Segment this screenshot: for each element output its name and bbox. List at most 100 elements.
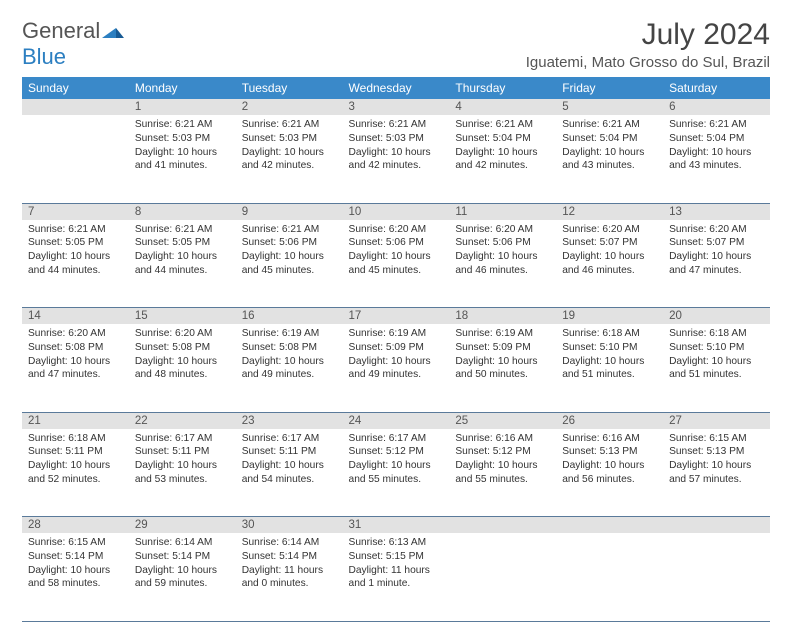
day-number (22, 99, 129, 115)
day-cell: Sunrise: 6:21 AMSunset: 5:04 PMDaylight:… (449, 115, 556, 203)
day-details (663, 533, 770, 542)
logo-text-blue: Blue (22, 44, 66, 69)
day-cell (663, 533, 770, 621)
calendar-page: GeneralBlue July 2024 Iguatemi, Mato Gro… (0, 0, 792, 640)
day-details: Sunrise: 6:21 AMSunset: 5:04 PMDaylight:… (556, 115, 663, 179)
day-cell (449, 533, 556, 621)
weekday-header: Thursday (449, 77, 556, 99)
calendar-body: 123456Sunrise: 6:21 AMSunset: 5:03 PMDay… (22, 99, 770, 621)
location-text: Iguatemi, Mato Grosso do Sul, Brazil (526, 54, 770, 71)
day-number: 23 (236, 412, 343, 429)
day-cell: Sunrise: 6:15 AMSunset: 5:13 PMDaylight:… (663, 429, 770, 517)
day-number: 27 (663, 412, 770, 429)
day-cell: Sunrise: 6:14 AMSunset: 5:14 PMDaylight:… (236, 533, 343, 621)
day-details: Sunrise: 6:16 AMSunset: 5:12 PMDaylight:… (449, 429, 556, 493)
day-number: 10 (343, 203, 450, 220)
day-cell: Sunrise: 6:20 AMSunset: 5:08 PMDaylight:… (129, 324, 236, 412)
day-details: Sunrise: 6:15 AMSunset: 5:13 PMDaylight:… (663, 429, 770, 493)
weekday-header: Sunday (22, 77, 129, 99)
day-details: Sunrise: 6:21 AMSunset: 5:03 PMDaylight:… (343, 115, 450, 179)
day-number-row: 123456 (22, 99, 770, 115)
day-details: Sunrise: 6:18 AMSunset: 5:10 PMDaylight:… (556, 324, 663, 388)
day-number-row: 28293031 (22, 517, 770, 534)
day-number: 13 (663, 203, 770, 220)
day-cell: Sunrise: 6:21 AMSunset: 5:06 PMDaylight:… (236, 220, 343, 308)
day-number: 18 (449, 308, 556, 325)
day-details: Sunrise: 6:21 AMSunset: 5:04 PMDaylight:… (449, 115, 556, 179)
day-cell: Sunrise: 6:20 AMSunset: 5:08 PMDaylight:… (22, 324, 129, 412)
day-number: 12 (556, 203, 663, 220)
day-details: Sunrise: 6:19 AMSunset: 5:09 PMDaylight:… (449, 324, 556, 388)
day-details: Sunrise: 6:18 AMSunset: 5:11 PMDaylight:… (22, 429, 129, 493)
day-cell: Sunrise: 6:17 AMSunset: 5:11 PMDaylight:… (236, 429, 343, 517)
day-cell: Sunrise: 6:18 AMSunset: 5:10 PMDaylight:… (663, 324, 770, 412)
day-cell: Sunrise: 6:17 AMSunset: 5:11 PMDaylight:… (129, 429, 236, 517)
day-details: Sunrise: 6:19 AMSunset: 5:08 PMDaylight:… (236, 324, 343, 388)
day-number: 17 (343, 308, 450, 325)
day-details: Sunrise: 6:21 AMSunset: 5:05 PMDaylight:… (129, 220, 236, 284)
day-details: Sunrise: 6:21 AMSunset: 5:05 PMDaylight:… (22, 220, 129, 284)
day-number-row: 78910111213 (22, 203, 770, 220)
weekday-header: Saturday (663, 77, 770, 99)
day-cell: Sunrise: 6:20 AMSunset: 5:06 PMDaylight:… (449, 220, 556, 308)
day-details (556, 533, 663, 542)
page-header: GeneralBlue July 2024 Iguatemi, Mato Gro… (22, 18, 770, 71)
day-number (663, 517, 770, 534)
day-details: Sunrise: 6:17 AMSunset: 5:11 PMDaylight:… (236, 429, 343, 493)
logo: GeneralBlue (22, 18, 124, 70)
logo-text-general: General (22, 18, 100, 43)
day-details: Sunrise: 6:20 AMSunset: 5:08 PMDaylight:… (22, 324, 129, 388)
day-details: Sunrise: 6:21 AMSunset: 5:03 PMDaylight:… (236, 115, 343, 179)
day-details: Sunrise: 6:14 AMSunset: 5:14 PMDaylight:… (236, 533, 343, 597)
day-number: 14 (22, 308, 129, 325)
day-number: 30 (236, 517, 343, 534)
week-row: Sunrise: 6:15 AMSunset: 5:14 PMDaylight:… (22, 533, 770, 621)
day-number: 11 (449, 203, 556, 220)
day-cell: Sunrise: 6:14 AMSunset: 5:14 PMDaylight:… (129, 533, 236, 621)
day-number: 1 (129, 99, 236, 115)
week-row: Sunrise: 6:21 AMSunset: 5:05 PMDaylight:… (22, 220, 770, 308)
day-number: 7 (22, 203, 129, 220)
calendar-head: Sunday Monday Tuesday Wednesday Thursday… (22, 77, 770, 99)
day-cell: Sunrise: 6:20 AMSunset: 5:07 PMDaylight:… (663, 220, 770, 308)
week-row: Sunrise: 6:20 AMSunset: 5:08 PMDaylight:… (22, 324, 770, 412)
day-cell: Sunrise: 6:21 AMSunset: 5:04 PMDaylight:… (663, 115, 770, 203)
day-cell: Sunrise: 6:21 AMSunset: 5:05 PMDaylight:… (129, 220, 236, 308)
day-cell: Sunrise: 6:18 AMSunset: 5:10 PMDaylight:… (556, 324, 663, 412)
day-cell: Sunrise: 6:18 AMSunset: 5:11 PMDaylight:… (22, 429, 129, 517)
weekday-header: Wednesday (343, 77, 450, 99)
day-number (449, 517, 556, 534)
day-number: 15 (129, 308, 236, 325)
day-cell: Sunrise: 6:20 AMSunset: 5:07 PMDaylight:… (556, 220, 663, 308)
day-number: 16 (236, 308, 343, 325)
day-details: Sunrise: 6:20 AMSunset: 5:06 PMDaylight:… (449, 220, 556, 284)
day-details: Sunrise: 6:21 AMSunset: 5:04 PMDaylight:… (663, 115, 770, 179)
day-number: 31 (343, 517, 450, 534)
week-row: Sunrise: 6:21 AMSunset: 5:03 PMDaylight:… (22, 115, 770, 203)
day-number: 21 (22, 412, 129, 429)
day-details: Sunrise: 6:18 AMSunset: 5:10 PMDaylight:… (663, 324, 770, 388)
calendar-table: Sunday Monday Tuesday Wednesday Thursday… (22, 77, 770, 622)
day-details: Sunrise: 6:20 AMSunset: 5:06 PMDaylight:… (343, 220, 450, 284)
logo-mark-icon (102, 22, 124, 43)
day-number-row: 21222324252627 (22, 412, 770, 429)
day-cell: Sunrise: 6:20 AMSunset: 5:06 PMDaylight:… (343, 220, 450, 308)
day-details: Sunrise: 6:21 AMSunset: 5:03 PMDaylight:… (129, 115, 236, 179)
day-details: Sunrise: 6:14 AMSunset: 5:14 PMDaylight:… (129, 533, 236, 597)
week-row: Sunrise: 6:18 AMSunset: 5:11 PMDaylight:… (22, 429, 770, 517)
day-details: Sunrise: 6:20 AMSunset: 5:08 PMDaylight:… (129, 324, 236, 388)
day-cell: Sunrise: 6:16 AMSunset: 5:13 PMDaylight:… (556, 429, 663, 517)
day-cell (556, 533, 663, 621)
day-number: 9 (236, 203, 343, 220)
day-number: 20 (663, 308, 770, 325)
day-details: Sunrise: 6:13 AMSunset: 5:15 PMDaylight:… (343, 533, 450, 597)
day-cell: Sunrise: 6:17 AMSunset: 5:12 PMDaylight:… (343, 429, 450, 517)
day-cell: Sunrise: 6:15 AMSunset: 5:14 PMDaylight:… (22, 533, 129, 621)
day-number (556, 517, 663, 534)
day-cell (22, 115, 129, 203)
day-cell: Sunrise: 6:16 AMSunset: 5:12 PMDaylight:… (449, 429, 556, 517)
day-number: 24 (343, 412, 450, 429)
month-title: July 2024 (526, 18, 770, 52)
day-details: Sunrise: 6:17 AMSunset: 5:12 PMDaylight:… (343, 429, 450, 493)
day-cell: Sunrise: 6:21 AMSunset: 5:03 PMDaylight:… (343, 115, 450, 203)
